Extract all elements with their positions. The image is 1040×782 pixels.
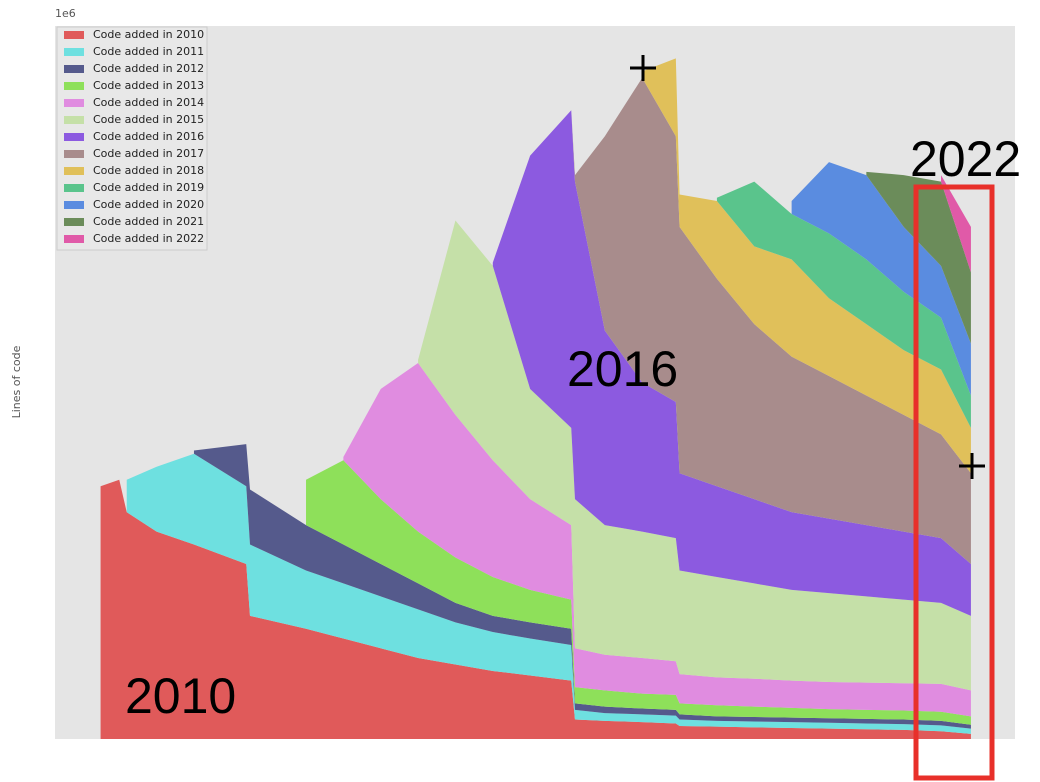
legend-label: Code added in 2016 [93, 130, 204, 143]
legend-swatch [64, 48, 84, 56]
highlight-box [913, 184, 995, 781]
legend-label: Code added in 2022 [93, 232, 204, 245]
legend-swatch [64, 31, 84, 39]
legend-label: Code added in 2012 [93, 62, 204, 75]
area [716, 181, 971, 428]
area [941, 175, 971, 273]
legend-label: Code added in 2013 [93, 79, 204, 92]
legend-swatch [64, 133, 84, 141]
area [100, 479, 971, 739]
marker-plus [959, 453, 985, 479]
y-axis-label: Lines of code [10, 345, 23, 418]
annotation: 2016 [567, 341, 678, 397]
y-offset-label: 1e6 [55, 7, 76, 20]
area [866, 171, 971, 344]
area [642, 58, 971, 474]
legend-label: Code added in 2017 [93, 147, 204, 160]
legend-swatch [64, 82, 84, 90]
legend-swatch [64, 99, 84, 107]
legend-label: Code added in 2010 [93, 28, 204, 41]
marker-plus [630, 55, 656, 81]
legend-label: Code added in 2014 [93, 96, 204, 109]
legend-label: Code added in 2018 [93, 164, 204, 177]
legend-swatch [64, 235, 84, 243]
area [343, 363, 971, 717]
legend-label: Code added in 2019 [93, 181, 204, 194]
area [126, 453, 971, 734]
legend-label: Code added in 2015 [93, 113, 204, 126]
area [492, 110, 971, 616]
area [306, 460, 971, 725]
legend-swatch [64, 201, 84, 209]
annotation: 2010 [125, 668, 236, 724]
legend-swatch [64, 150, 84, 158]
legend-swatch [64, 116, 84, 124]
annotation: 2022 [910, 131, 1021, 187]
legend-swatch [64, 184, 84, 192]
legend-swatch [64, 218, 84, 226]
legend-swatch [64, 167, 84, 175]
legend-swatch [64, 65, 84, 73]
area [571, 77, 971, 564]
legend-label: Code added in 2021 [93, 215, 204, 228]
area [791, 162, 971, 396]
legend-label: Code added in 2020 [93, 198, 204, 211]
legend-label: Code added in 2011 [93, 45, 204, 58]
